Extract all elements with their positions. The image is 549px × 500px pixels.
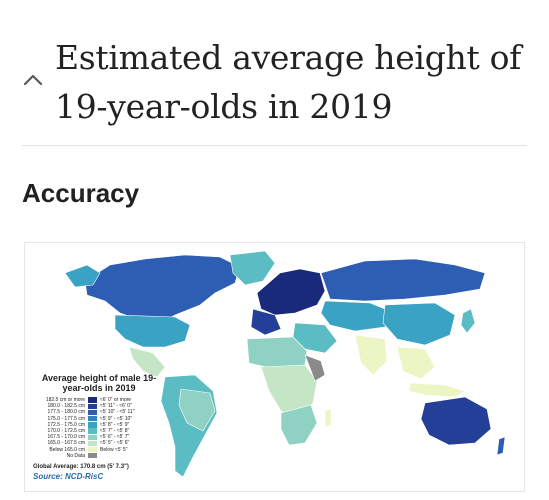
section-heading[interactable]: Accuracy: [22, 178, 140, 208]
legend-row: No Data: [33, 453, 165, 459]
new-zealand-region: [496, 436, 506, 456]
legend-cm-label: 175.0 - 177.5 cm: [47, 415, 85, 422]
legend-swatch: [88, 453, 97, 459]
europe-region: [256, 268, 326, 316]
southern-africa-region: [280, 404, 318, 446]
legend-ft-label: Below ≈5' 5": [100, 446, 128, 453]
central-america-region: [128, 346, 166, 378]
legend-swatch: [88, 403, 97, 409]
legend-row: 175.0 - 177.5 cm ≈5' 9" - ≈5' 10": [33, 416, 165, 422]
section-divider: [22, 145, 527, 146]
legend-swatch: [88, 428, 97, 434]
legend-ft-label: ≈5' 9" - ≈5' 10": [100, 415, 133, 422]
legend-ft-label: ≈5' 11" - ≈6' 0": [100, 403, 132, 410]
world-map-graphic: [64, 250, 506, 478]
legend-swatch: [88, 422, 97, 428]
legend-cm-label: No Data: [66, 452, 85, 459]
legend-cm-label: 182.5 cm or more: [45, 397, 85, 404]
legend-swatch: [88, 415, 97, 422]
madagascar-region: [324, 408, 332, 428]
height-world-map[interactable]: Average height of male 19-year-olds in 2…: [24, 242, 525, 492]
legend-row: 172.5 - 175.0 cm ≈5' 8" - ≈5' 9": [33, 422, 165, 428]
india-region: [354, 334, 388, 376]
legend-ft-label: ≈6' 0" or more: [100, 397, 132, 404]
chevron-up-icon[interactable]: [22, 70, 44, 90]
legend-cm-label: 177.5 - 180.0 cm: [47, 409, 85, 416]
legend-ft-label: ≈5' 6" - ≈5' 7": [100, 434, 130, 441]
legend-cm-label: 180.0 - 182.5 cm: [47, 403, 85, 410]
legend-row: 177.5 - 180.0 cm ≈5' 10" - ≈5' 11": [33, 409, 165, 415]
southeast-asia-region: [396, 346, 436, 380]
legend-row: 165.0 - 167.5 cm ≈5' 5" - ≈5' 6": [33, 440, 165, 446]
australia-region: [420, 396, 492, 446]
legend-cm-label: 167.5 - 170.0 cm: [47, 434, 85, 441]
legend-swatch: [88, 409, 97, 416]
indonesia-region: [408, 382, 466, 398]
legend-swatch: [88, 440, 97, 447]
alaska-region: [64, 264, 101, 288]
legend-row: 182.5 cm or more ≈6' 0" or more: [33, 397, 165, 403]
western-europe-region: [250, 308, 282, 336]
source-label: Source: NCD-RisC: [33, 471, 104, 481]
central-asia-region: [320, 300, 396, 332]
legend-cm-label: 170.0 - 172.5 cm: [47, 428, 85, 435]
brazil-region: [178, 388, 216, 432]
map-legend: Average height of male 19-year-olds in 2…: [33, 373, 165, 481]
russia-region: [320, 258, 486, 302]
legend-ft-label: ≈5' 10" - ≈5' 11": [100, 409, 135, 416]
legend-row: 170.0 - 172.5 cm ≈5' 7" - ≈5' 8": [33, 428, 165, 434]
greenland-region: [229, 250, 276, 286]
legend-swatch: [88, 434, 97, 440]
legend-cm-label: 165.0 - 167.5 cm: [47, 440, 85, 447]
global-average: Global Average: 170.8 cm (5' 7.3"): [33, 463, 129, 470]
legend-ft-label: ≈5' 5" - ≈5' 6": [100, 440, 130, 447]
legend-row: 180.0 - 182.5 cm ≈5' 11" - ≈6' 0": [33, 403, 165, 409]
legend-rows: 182.5 cm or more ≈6' 0" or more 180.0 - 18…: [33, 397, 165, 459]
page-title: Estimated average height of 19-year-olds…: [55, 38, 522, 126]
legend-row: 167.5 - 170.0 cm ≈5' 6" - ≈5' 7": [33, 434, 165, 440]
legend-cm-label: Below 165.0 cm: [49, 446, 85, 453]
legend-swatch: [88, 397, 97, 403]
legend-row: Below 165.0 cm Below ≈5' 5": [33, 447, 165, 453]
japan-region: [460, 308, 476, 334]
legend-ft-label: ≈5' 8" - ≈5' 9": [100, 421, 130, 428]
north-africa-region: [246, 336, 308, 370]
china-region: [382, 302, 456, 346]
horn-of-africa-region: [304, 354, 326, 382]
legend-cm-label: 172.5 - 175.0 cm: [47, 421, 85, 428]
usa-region: [114, 314, 191, 348]
legend-ft-label: ≈5' 7" - ≈5' 8": [100, 428, 130, 435]
legend-swatch: [88, 446, 97, 453]
legend-title: Average height of male 19-year-olds in 2…: [41, 373, 157, 393]
north-america-region: [84, 254, 241, 324]
